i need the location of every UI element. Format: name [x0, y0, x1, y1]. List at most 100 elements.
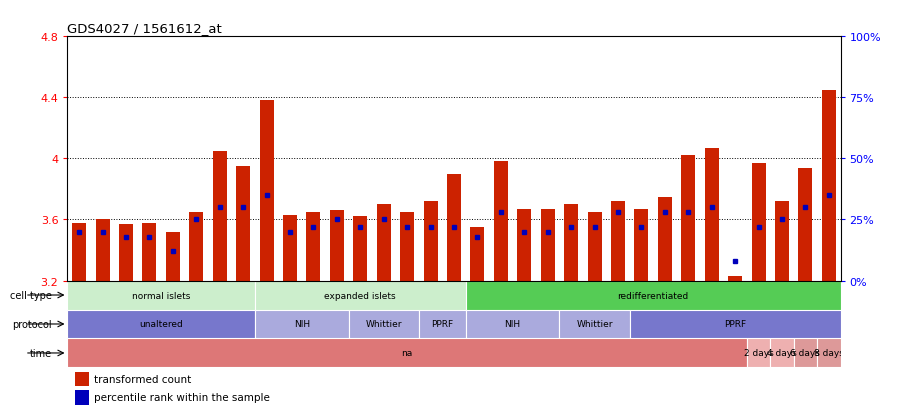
Text: expanded islets: expanded islets [325, 291, 396, 300]
Bar [419, 310, 466, 339]
Text: transformed count: transformed count [94, 374, 191, 384]
Bar [349, 310, 419, 339]
Bar [794, 339, 817, 368]
Text: GSM388750: GSM388750 [100, 286, 105, 326]
Text: GSM388742: GSM388742 [803, 286, 808, 326]
Text: GSM388756: GSM388756 [592, 286, 598, 326]
Text: PPRF: PPRF [432, 320, 453, 329]
Bar [330, 211, 344, 281]
Text: na: na [402, 349, 413, 358]
Bar [67, 310, 254, 339]
Text: GSM388746: GSM388746 [685, 286, 691, 326]
Text: protocol: protocol [13, 319, 52, 329]
Bar [254, 310, 349, 339]
Bar [307, 212, 320, 281]
Bar [822, 90, 836, 281]
Text: GSM388762: GSM388762 [615, 286, 621, 326]
Text: GSM388767: GSM388767 [240, 286, 246, 326]
Bar [559, 310, 629, 339]
Text: Whittier: Whittier [366, 320, 402, 329]
Text: PPRF: PPRF [724, 320, 746, 329]
Text: GSM388768: GSM388768 [545, 286, 551, 326]
Text: unaltered: unaltered [139, 320, 183, 329]
Text: percentile rank within the sample: percentile rank within the sample [94, 392, 271, 402]
Text: GSM388759: GSM388759 [170, 286, 176, 326]
Text: GSM388758: GSM388758 [521, 286, 528, 326]
Bar [517, 209, 531, 281]
Text: 8 days: 8 days [814, 349, 844, 358]
Bar [728, 276, 743, 281]
Bar [466, 310, 559, 339]
Bar [72, 223, 86, 281]
Bar [588, 212, 601, 281]
Bar [564, 205, 578, 281]
Text: GSM388744: GSM388744 [451, 286, 457, 326]
Bar [752, 164, 766, 281]
Bar [190, 212, 203, 281]
Bar [635, 209, 648, 281]
Bar [76, 390, 89, 405]
Bar [213, 152, 227, 281]
Bar [254, 281, 466, 310]
Bar [236, 166, 250, 281]
Text: 6 days: 6 days [790, 349, 821, 358]
Text: NIH: NIH [294, 320, 310, 329]
Bar [466, 281, 841, 310]
Text: GSM388766: GSM388766 [217, 286, 223, 326]
Text: redifferentiated: redifferentiated [618, 291, 689, 300]
Bar [798, 168, 813, 281]
Text: GSM388743: GSM388743 [826, 286, 832, 326]
Text: GSM388757: GSM388757 [263, 286, 270, 326]
Text: GSM388753: GSM388753 [123, 286, 129, 326]
Bar [377, 205, 391, 281]
Text: GSM388741: GSM388741 [755, 286, 761, 326]
Text: GSM388771: GSM388771 [428, 286, 433, 326]
Text: 2 days: 2 days [743, 349, 773, 358]
Text: GSM388747: GSM388747 [732, 286, 738, 326]
Bar [817, 339, 841, 368]
Bar [611, 202, 625, 281]
Bar [400, 212, 414, 281]
Bar [494, 162, 508, 281]
Bar [95, 220, 110, 281]
Bar [770, 339, 794, 368]
Bar [119, 225, 133, 281]
Text: GSM388748: GSM388748 [779, 286, 785, 326]
Text: GSM388749: GSM388749 [76, 286, 82, 326]
Bar [67, 339, 747, 368]
Bar [260, 101, 273, 281]
Bar [142, 223, 156, 281]
Bar [76, 372, 89, 386]
Text: GSM388752: GSM388752 [357, 286, 363, 326]
Text: Whittier: Whittier [576, 320, 613, 329]
Bar [681, 156, 695, 281]
Text: NIH: NIH [504, 320, 521, 329]
Text: GSM388751: GSM388751 [475, 286, 480, 326]
Text: GSM388769: GSM388769 [310, 286, 316, 326]
Bar [165, 232, 180, 281]
Text: time: time [30, 348, 52, 358]
Bar [283, 215, 297, 281]
Text: 4 days: 4 days [767, 349, 797, 358]
Text: GSM388772: GSM388772 [568, 286, 574, 326]
Text: GSM388740: GSM388740 [708, 286, 715, 326]
Bar [705, 148, 718, 281]
Bar [540, 209, 555, 281]
Bar [470, 228, 485, 281]
Bar [775, 202, 789, 281]
Bar [67, 281, 254, 310]
Text: GSM388765: GSM388765 [405, 286, 410, 326]
Bar [747, 339, 770, 368]
Text: normal islets: normal islets [132, 291, 191, 300]
Text: GSM388760: GSM388760 [193, 286, 200, 326]
Bar [447, 174, 461, 281]
Text: GSM388754: GSM388754 [147, 286, 153, 326]
Bar [353, 217, 368, 281]
Text: GSM388755: GSM388755 [498, 286, 503, 326]
Text: cell type: cell type [10, 290, 52, 300]
Text: GSM388745: GSM388745 [662, 286, 668, 326]
Bar [423, 202, 438, 281]
Text: GSM388764: GSM388764 [638, 286, 645, 326]
Text: GSM388770: GSM388770 [334, 286, 340, 326]
Text: GDS4027 / 1561612_at: GDS4027 / 1561612_at [67, 21, 222, 35]
